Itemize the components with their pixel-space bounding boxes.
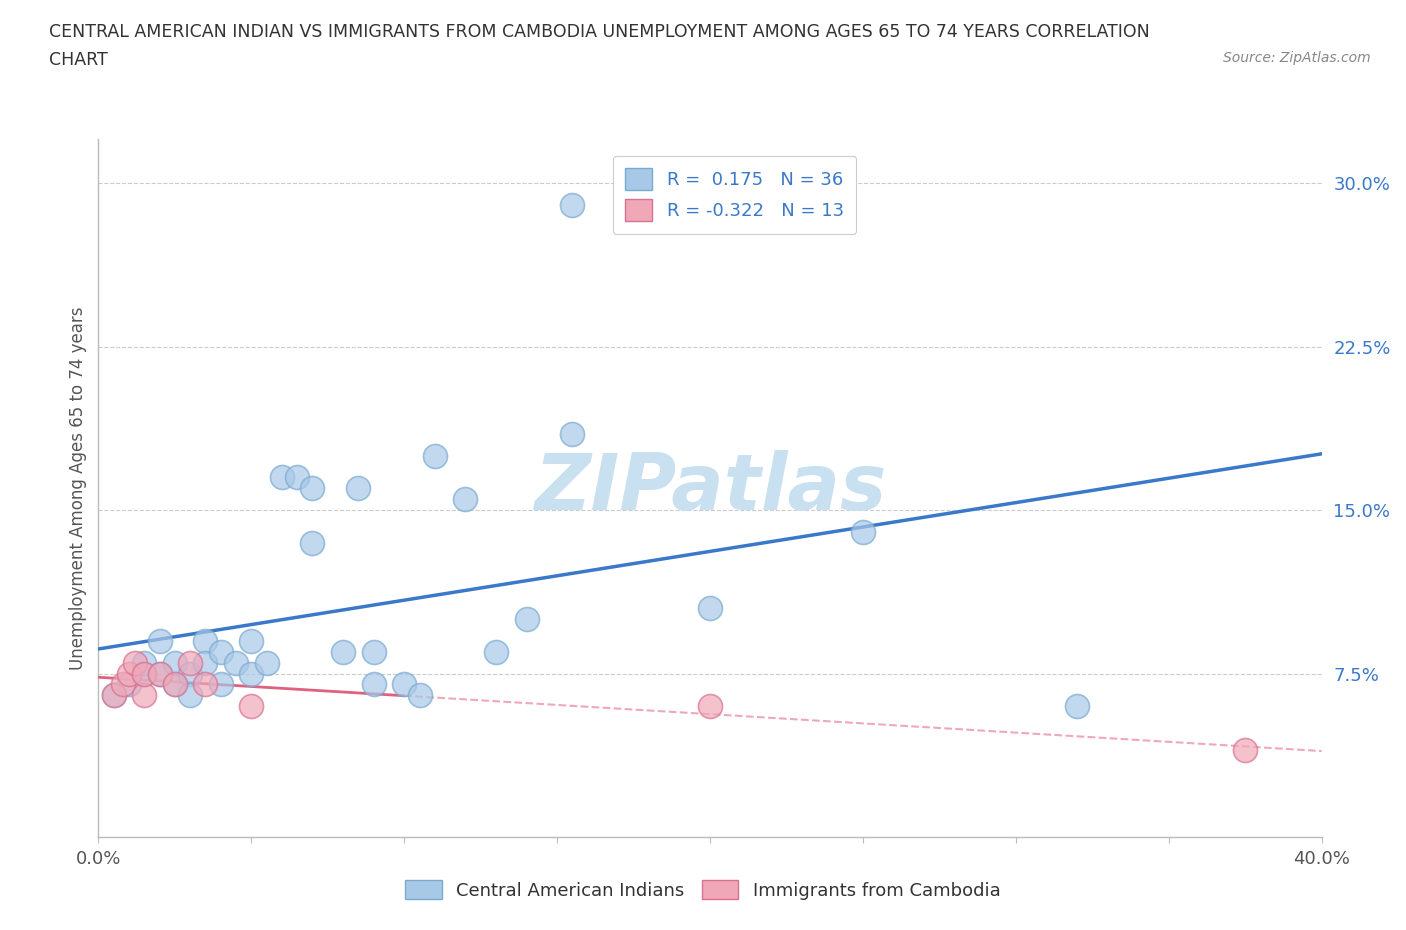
Point [149, 633, 172, 648]
Legend: Central American Indians, Immigrants from Cambodia: Central American Indians, Immigrants fro… [398, 873, 1008, 907]
Text: CHART: CHART [49, 51, 108, 69]
Point [118, 666, 141, 681]
Point [1066, 698, 1088, 713]
Point [240, 666, 263, 681]
Point [270, 470, 292, 485]
Point [699, 601, 721, 616]
Point [256, 655, 278, 670]
Point [240, 698, 263, 713]
Point [163, 655, 186, 670]
Point [408, 688, 430, 703]
Point [240, 633, 263, 648]
Point [423, 448, 446, 463]
Point [209, 677, 232, 692]
Legend: R =  0.175   N = 36, R = -0.322   N = 13: R = 0.175 N = 36, R = -0.322 N = 13 [613, 155, 856, 233]
Point [561, 197, 583, 212]
Point [163, 677, 186, 692]
Point [194, 633, 217, 648]
Point [179, 688, 201, 703]
Point [285, 470, 308, 485]
Point [516, 612, 538, 627]
Point [392, 677, 416, 692]
Point [103, 688, 125, 703]
Point [134, 688, 156, 703]
Point [134, 655, 156, 670]
Point [301, 536, 323, 551]
Point [149, 666, 172, 681]
Point [332, 644, 354, 659]
Point [1234, 742, 1257, 757]
Point [134, 666, 156, 681]
Point [347, 481, 370, 496]
Point [163, 677, 186, 692]
Point [454, 492, 477, 507]
Point [699, 698, 721, 713]
Y-axis label: Unemployment Among Ages 65 to 74 years: Unemployment Among Ages 65 to 74 years [69, 307, 87, 670]
Point [301, 481, 323, 496]
Point [118, 677, 141, 692]
Point [363, 677, 385, 692]
Point [103, 688, 125, 703]
Point [194, 677, 217, 692]
Point [852, 525, 875, 539]
Point [363, 644, 385, 659]
Point [179, 655, 201, 670]
Point [209, 644, 232, 659]
Point [179, 666, 201, 681]
Point [124, 655, 146, 670]
Point [194, 655, 217, 670]
Point [485, 644, 508, 659]
Point [225, 655, 247, 670]
Text: Source: ZipAtlas.com: Source: ZipAtlas.com [1223, 51, 1371, 65]
Point [149, 666, 172, 681]
Point [561, 426, 583, 441]
Text: ZIPatlas: ZIPatlas [534, 450, 886, 526]
Point [134, 666, 156, 681]
Point [111, 677, 134, 692]
Text: CENTRAL AMERICAN INDIAN VS IMMIGRANTS FROM CAMBODIA UNEMPLOYMENT AMONG AGES 65 T: CENTRAL AMERICAN INDIAN VS IMMIGRANTS FR… [49, 23, 1150, 41]
